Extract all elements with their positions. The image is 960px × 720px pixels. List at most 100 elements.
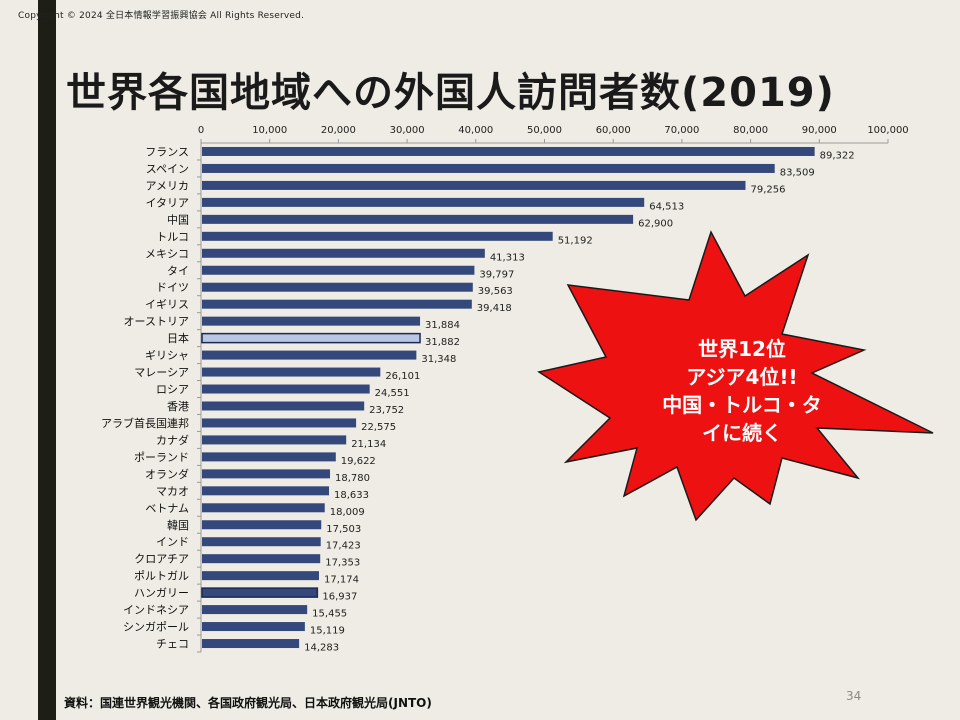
source-note: 資料：国連世界観光機関、各国政府観光局、日本政府観光局(JNTO) bbox=[64, 696, 432, 710]
callout-line: イに続く bbox=[702, 421, 782, 445]
bar-17 bbox=[202, 418, 357, 428]
bar-4 bbox=[202, 197, 645, 207]
category-label: タイ bbox=[167, 264, 189, 277]
category-label: 香港 bbox=[167, 400, 189, 413]
bar-29 bbox=[202, 622, 305, 632]
bar-2 bbox=[202, 163, 775, 173]
value-label: 17,423 bbox=[326, 541, 361, 552]
x-tick-label: 0 bbox=[198, 125, 204, 136]
category-label: マカオ bbox=[156, 485, 189, 498]
category-label: マレーシア bbox=[134, 366, 189, 379]
category-label: 韓国 bbox=[167, 519, 189, 532]
value-label: 31,882 bbox=[425, 337, 460, 348]
x-tick-label: 10,000 bbox=[252, 125, 287, 136]
value-label: 17,353 bbox=[325, 558, 360, 569]
callout-line: 世界12位 bbox=[698, 337, 786, 361]
category-label: メキシコ bbox=[145, 247, 189, 260]
category-label: イタリア bbox=[145, 196, 189, 209]
page-number: 34 bbox=[846, 689, 862, 703]
category-label: フランス bbox=[145, 145, 189, 158]
value-label: 51,192 bbox=[558, 235, 593, 246]
category-label: ドイツ bbox=[156, 281, 189, 294]
category-label: インドネシア bbox=[123, 604, 189, 617]
x-tick-label: 80,000 bbox=[733, 125, 768, 136]
bar-22 bbox=[202, 503, 325, 513]
value-label: 83,509 bbox=[780, 167, 815, 178]
bar-14 bbox=[202, 367, 381, 377]
value-label: 39,563 bbox=[478, 286, 513, 297]
starburst-shape bbox=[537, 230, 934, 522]
category-label: カナダ bbox=[156, 433, 189, 447]
slide-title: 世界各国地域への外国人訪問者数(2019) bbox=[66, 70, 835, 116]
category-label: ポルトガル bbox=[134, 570, 189, 583]
value-label: 22,575 bbox=[361, 422, 396, 433]
value-label: 16,937 bbox=[322, 592, 357, 603]
bar-12 bbox=[201, 332, 421, 344]
category-label: トルコ bbox=[156, 230, 189, 243]
bar-5 bbox=[202, 214, 634, 224]
x-tick-label: 20,000 bbox=[321, 125, 356, 136]
category-label: ベトナム bbox=[145, 502, 189, 515]
value-label: 17,503 bbox=[326, 524, 361, 535]
category-label: オランダ bbox=[145, 467, 189, 481]
bar-8 bbox=[202, 265, 475, 275]
category-label: インド bbox=[156, 536, 189, 549]
bar-1 bbox=[202, 146, 815, 156]
left-accent-bar bbox=[38, 0, 56, 720]
category-label: ロシア bbox=[156, 383, 189, 396]
value-label: 31,348 bbox=[421, 354, 456, 365]
category-label: ハンガリー bbox=[134, 587, 189, 600]
bar-20 bbox=[202, 469, 331, 479]
x-tick-label: 70,000 bbox=[664, 125, 699, 136]
value-label: 19,622 bbox=[341, 456, 376, 467]
x-tick-label: 90,000 bbox=[802, 125, 837, 136]
value-label: 18,009 bbox=[330, 507, 365, 518]
bar-11 bbox=[202, 316, 421, 326]
bar-10 bbox=[202, 299, 472, 309]
value-label: 24,551 bbox=[375, 388, 410, 399]
value-label: 18,780 bbox=[335, 473, 370, 484]
x-tick-label: 50,000 bbox=[527, 125, 562, 136]
bar-6 bbox=[202, 231, 553, 241]
callout-line: アジア4位!! bbox=[686, 365, 797, 389]
category-label: チェコ bbox=[156, 638, 189, 651]
value-label: 41,313 bbox=[490, 252, 525, 263]
bar-3 bbox=[202, 180, 746, 190]
value-label: 31,884 bbox=[425, 320, 460, 331]
value-label: 21,134 bbox=[351, 439, 386, 450]
bar-15 bbox=[202, 384, 370, 394]
bar-13 bbox=[202, 350, 417, 360]
bar-25 bbox=[202, 554, 321, 564]
x-tick-label: 30,000 bbox=[390, 125, 425, 136]
x-tick-label: 40,000 bbox=[458, 125, 493, 136]
bar-16 bbox=[202, 401, 365, 411]
copyright-text: Copyright © 2024 全日本情報学習振興協会 All Rights … bbox=[18, 11, 305, 21]
category-label: アラブ首長国連邦 bbox=[101, 416, 189, 430]
category-label: オーストリア bbox=[124, 315, 189, 328]
value-label: 64,513 bbox=[649, 201, 684, 212]
value-label: 39,418 bbox=[477, 303, 512, 314]
value-label: 17,174 bbox=[324, 575, 359, 586]
value-label: 15,119 bbox=[310, 626, 345, 637]
category-label: イギリス bbox=[145, 298, 189, 311]
value-label: 15,455 bbox=[312, 609, 347, 620]
callout-line: 中国・トルコ・タ bbox=[662, 393, 822, 417]
value-label: 14,283 bbox=[304, 643, 339, 654]
category-label: クロアチア bbox=[134, 553, 189, 566]
category-label: ポーランド bbox=[134, 451, 189, 464]
category-label: ギリシャ bbox=[145, 349, 189, 362]
bar-28 bbox=[202, 605, 308, 615]
bar-27 bbox=[201, 587, 319, 598]
x-tick-label: 100,000 bbox=[867, 125, 908, 136]
value-label: 18,633 bbox=[334, 490, 369, 501]
bar-21 bbox=[202, 486, 330, 496]
x-tick-label: 60,000 bbox=[596, 125, 631, 136]
category-label: スペイン bbox=[146, 162, 189, 175]
bar-7 bbox=[202, 248, 485, 258]
value-label: 39,797 bbox=[479, 269, 514, 280]
category-label: シンガポール bbox=[123, 621, 189, 634]
value-label: 23,752 bbox=[369, 405, 404, 416]
bar-9 bbox=[202, 282, 473, 292]
category-label: 中国 bbox=[167, 213, 189, 226]
